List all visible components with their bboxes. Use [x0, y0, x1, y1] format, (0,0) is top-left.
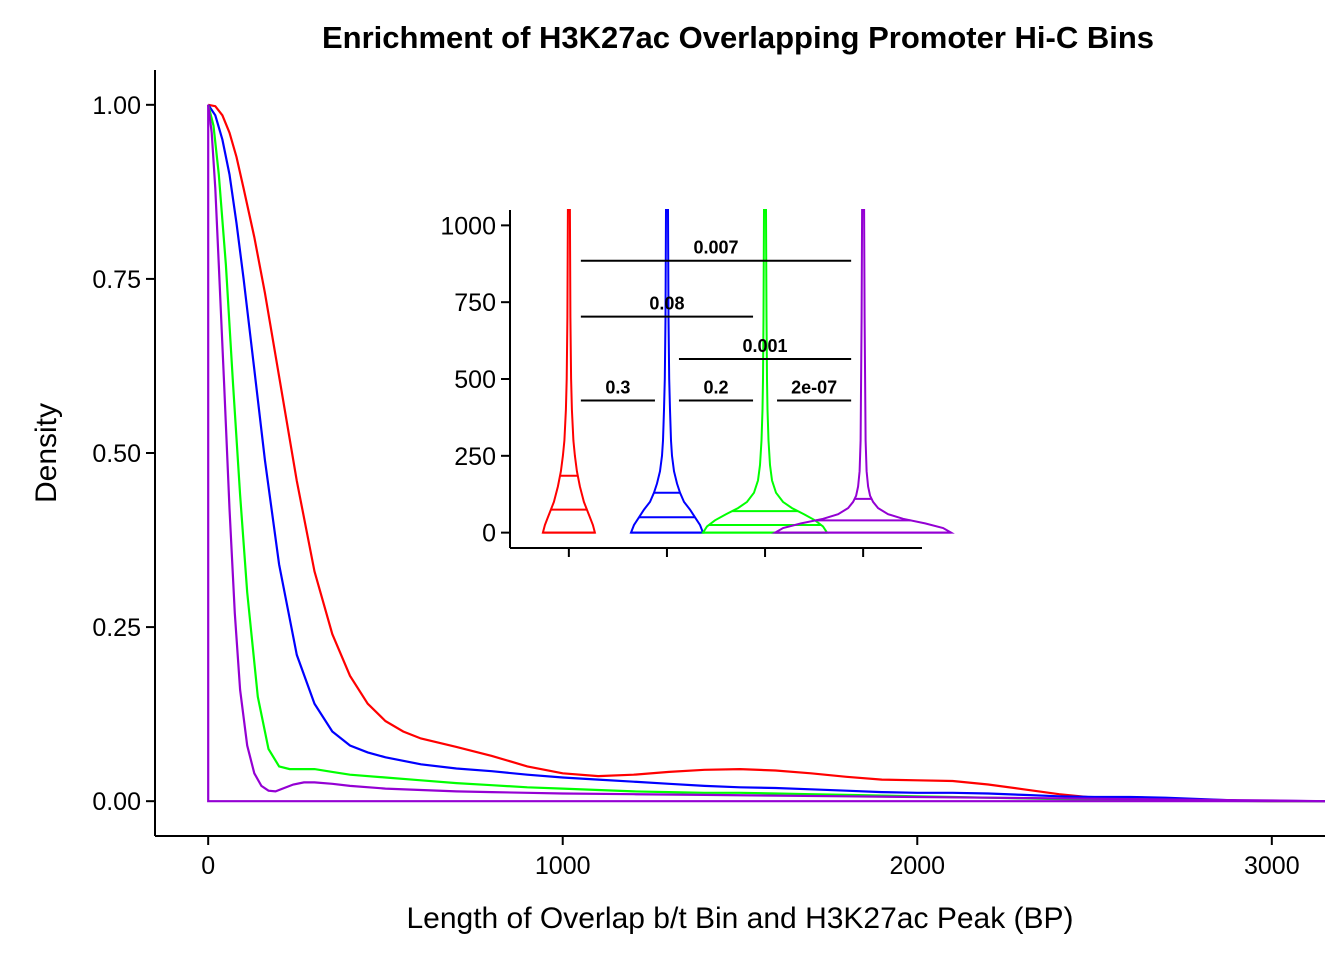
density-line-5 [207, 104, 1325, 803]
density-series-group [207, 103, 1326, 803]
inset-y-tick-label: 1000 [440, 212, 496, 240]
inset-y-axis-ticks: 0 250 500 750 1000 [440, 212, 510, 548]
p-value-label: 0.3 [605, 378, 630, 398]
violin-3 [701, 209, 829, 534]
comparison-brackets: 0.3 0.2 2e-07 0.001 0.08 0.007 [580, 238, 852, 402]
p-value-label: 0.007 [693, 238, 738, 258]
density-line-1 [207, 103, 1325, 803]
inset-violin-plot: 0.3 0.2 2e-07 0.001 0.08 0.007 0 250 500 750 1000 [440, 209, 955, 557]
inset-x-axis-ticks [567, 548, 865, 557]
p-value-label: 0.001 [743, 336, 788, 356]
y-tick-label: 0.00 [92, 788, 141, 816]
x-tick-label: 1000 [535, 852, 591, 880]
p-value-label: 0.2 [703, 378, 728, 398]
p-value-label: 0.08 [649, 294, 684, 314]
x-axis-title: Length of Overlap b/t Bin and H3K27ac Pe… [406, 902, 1073, 935]
inset-y-tick-label: 0 [482, 520, 496, 548]
y-tick-label: 0.50 [92, 440, 141, 468]
y-tick-label: 0.25 [92, 614, 141, 642]
x-tick-label: 0 [201, 852, 215, 880]
chart-title: Enrichment of H3K27ac Overlapping Promot… [322, 20, 1154, 55]
violin-group [541, 209, 955, 534]
p-value-label: 2e-07 [791, 378, 837, 398]
x-tick-label: 3000 [1244, 852, 1300, 880]
y-axis-title: Density [30, 403, 63, 503]
inset-y-tick-label: 750 [454, 289, 496, 317]
violin-4 [771, 209, 955, 534]
y-axis-ticks: 0.00 0.25 0.50 0.75 1.00 [92, 92, 155, 816]
density-line-2 [207, 104, 1326, 803]
inset-y-tick-label: 250 [454, 443, 496, 471]
y-tick-label: 1.00 [92, 92, 141, 120]
x-tick-label: 2000 [889, 852, 945, 880]
violin-2 [629, 209, 705, 534]
violin-1 [541, 209, 597, 534]
main-plot: 0 1000 2000 3000 0.00 0.25 0.50 0.75 1.00 Lengt… [30, 70, 1326, 935]
inset-y-tick-label: 500 [454, 366, 496, 394]
density-line-4 [207, 104, 1326, 803]
y-tick-label: 0.75 [92, 266, 141, 294]
x-axis-ticks: 0 1000 2000 3000 [201, 836, 1300, 880]
